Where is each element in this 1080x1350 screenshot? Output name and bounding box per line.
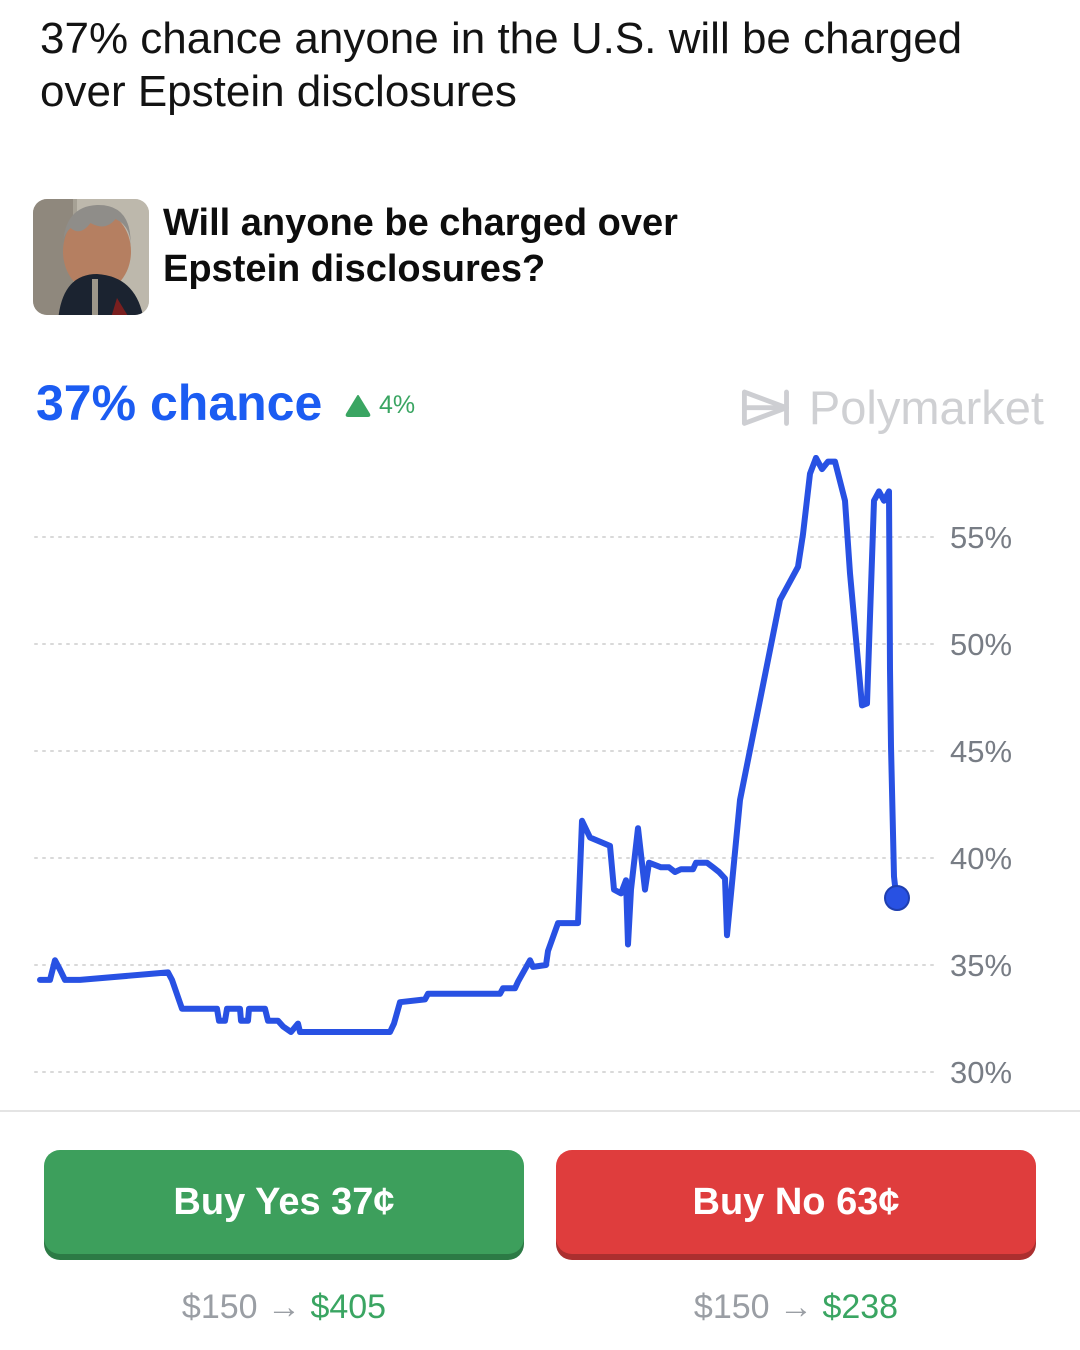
svg-text:55%: 55% [950, 520, 1012, 555]
svg-text:30%: 30% [950, 1055, 1012, 1090]
svg-text:50%: 50% [950, 627, 1012, 662]
svg-text:45%: 45% [950, 734, 1012, 769]
svg-text:40%: 40% [950, 841, 1012, 876]
svg-text:35%: 35% [950, 948, 1012, 983]
